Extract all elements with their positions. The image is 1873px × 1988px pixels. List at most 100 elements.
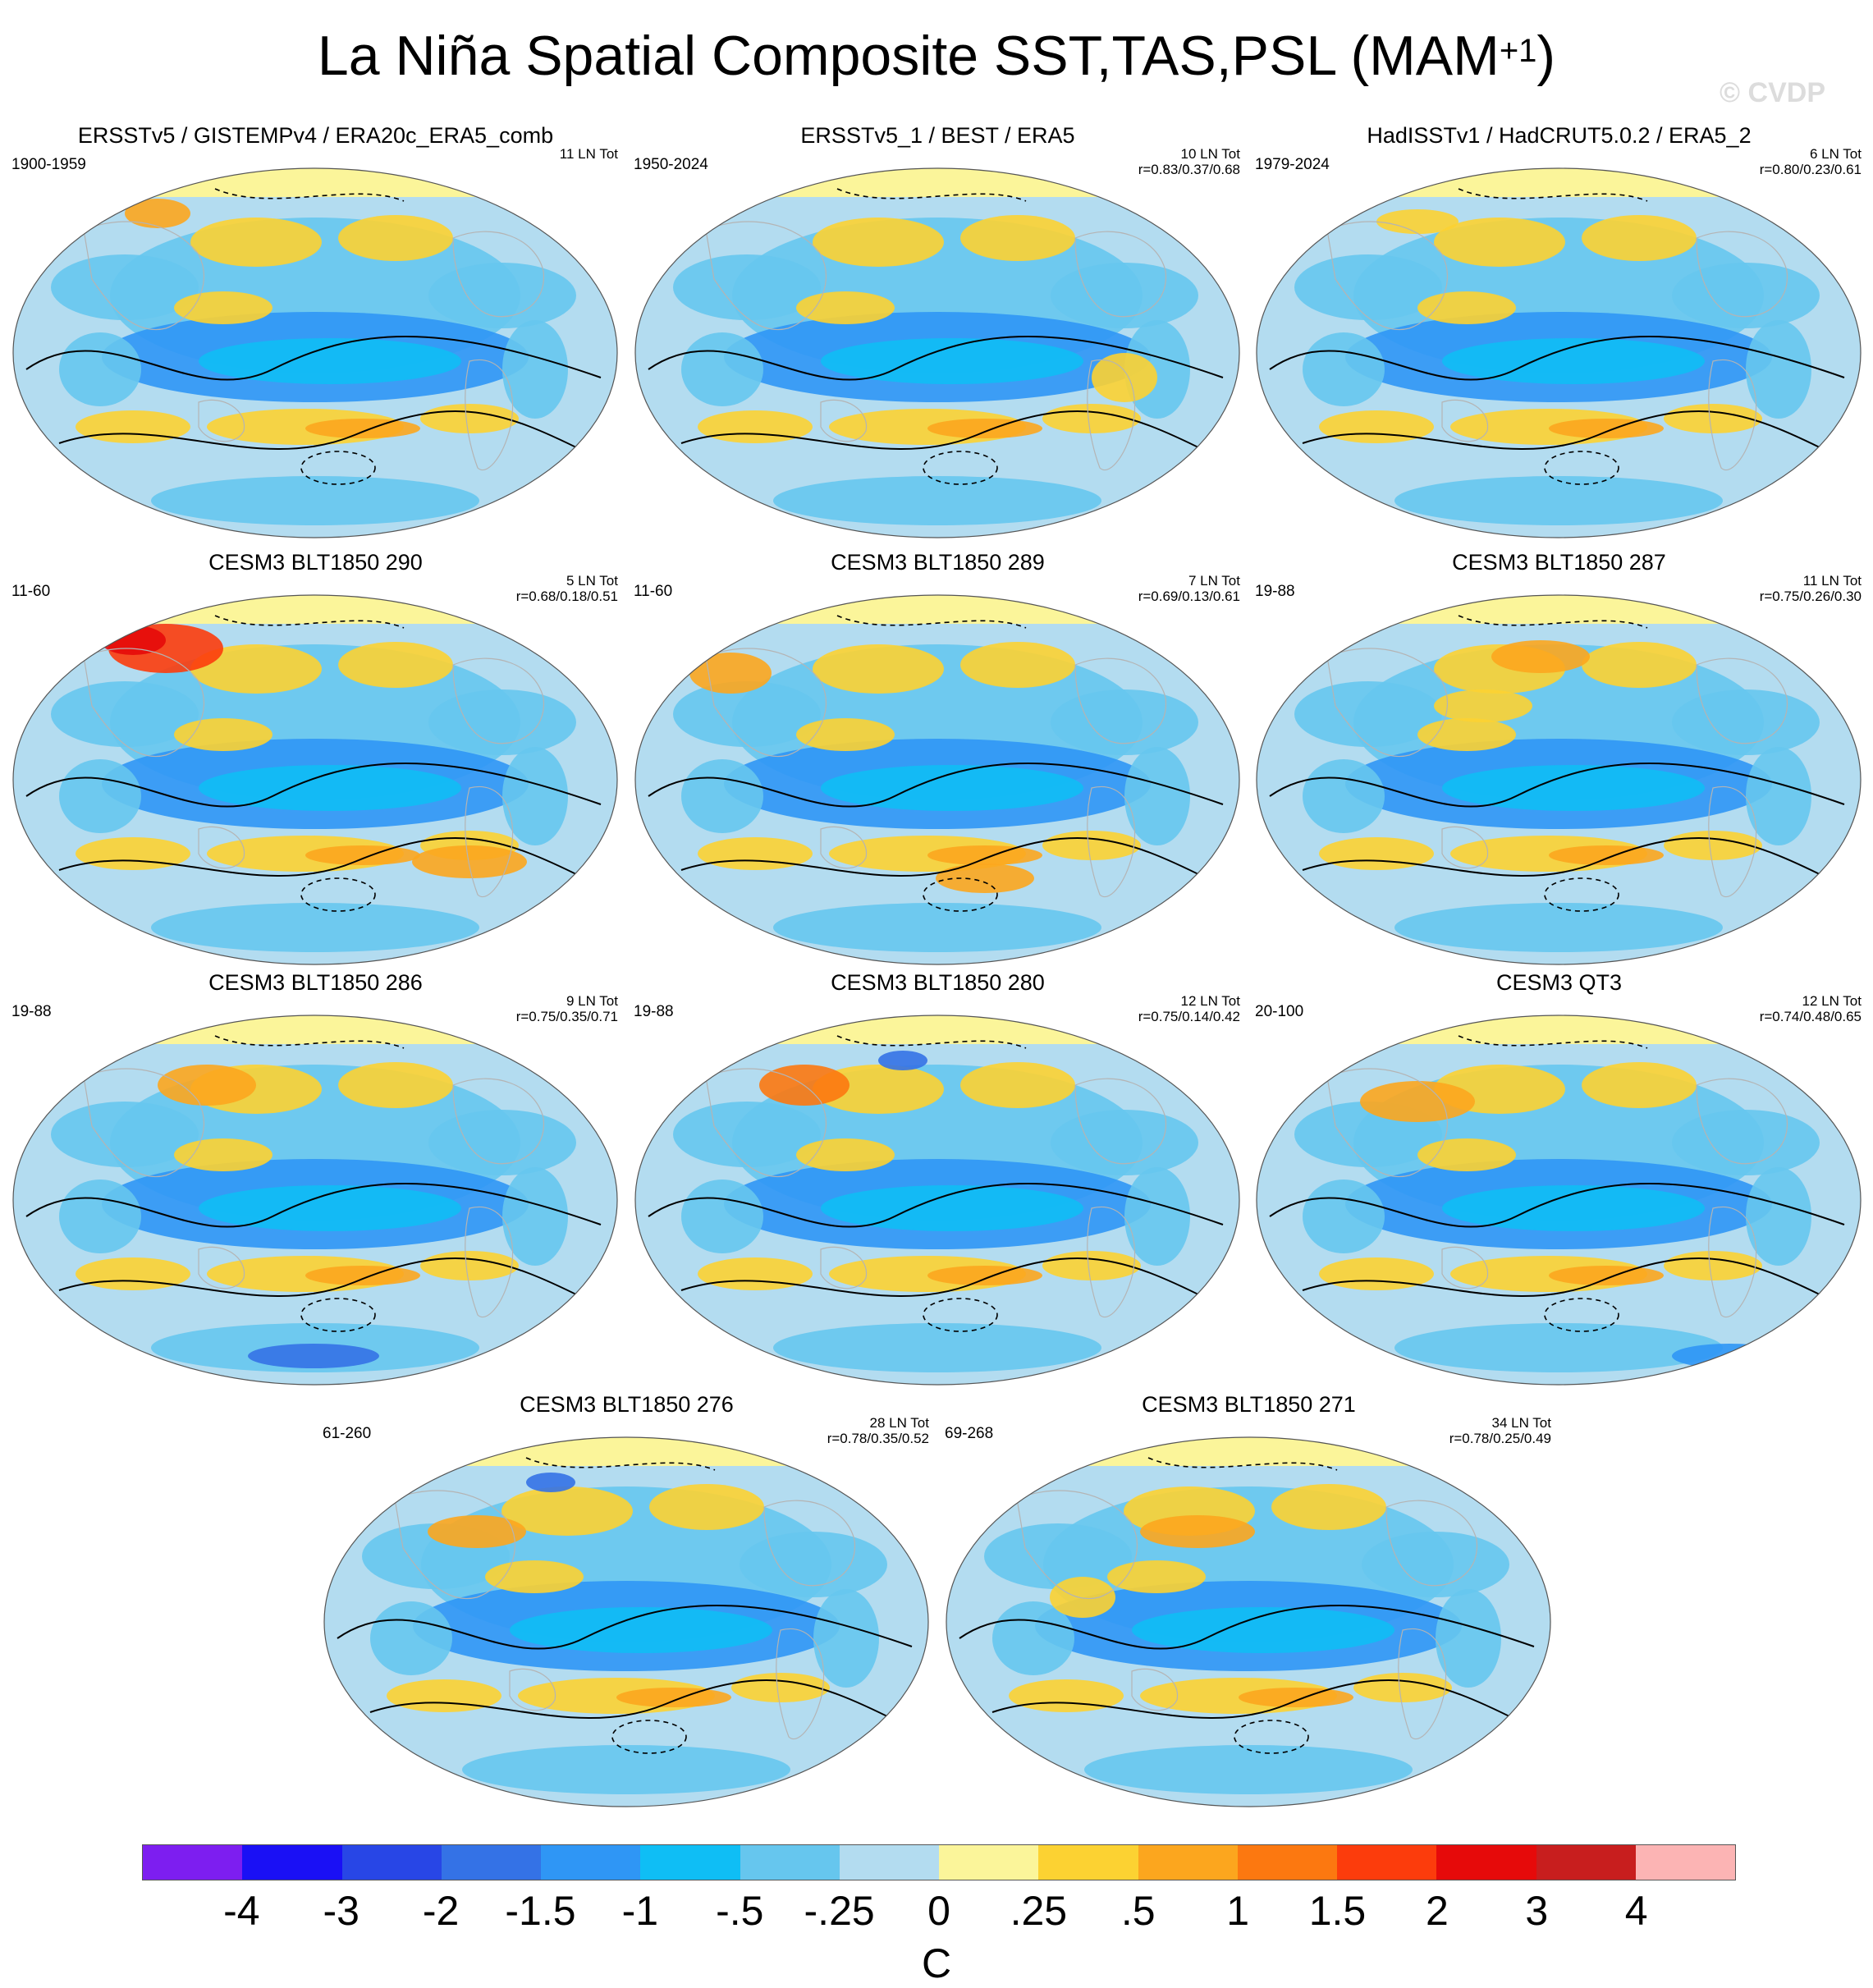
figure-title-superscript: +1: [1499, 33, 1537, 69]
figure-title: La Niña Spatial Composite SST,TAS,PSL (M…: [317, 25, 1556, 87]
panel-title: CESM3 QT3: [1495, 970, 1623, 995]
panel-years: 11-60: [634, 583, 673, 600]
colorbar-swatch: [1038, 1845, 1138, 1880]
panel-pattern-correlation: r=0.83/0.37/0.68: [1138, 162, 1240, 177]
panel-years: 1979-2024: [1255, 156, 1330, 173]
panel-title: CESM3 BLT1850 287: [1452, 550, 1666, 575]
panel-pattern-correlation: r=0.75/0.35/0.71: [515, 1009, 618, 1024]
panel-event-count: 12 LN Tot: [1802, 993, 1862, 1009]
colorbar-swatch: [1436, 1845, 1536, 1880]
colorbar-swatch: [939, 1845, 1039, 1880]
panel-years: 69-268: [945, 1425, 994, 1442]
colorbar-tick-label: 1.5: [1308, 1888, 1367, 1934]
map-panel-7: CESM3 BLT1850 286 19-88 9 LN Tot r=0.75/…: [10, 969, 621, 1387]
map-panel-1: ERSSTv5 / GISTEMPv4 / ERA20c_ERA5_comb 1…: [10, 121, 621, 540]
panel-years: 19-88: [634, 1003, 674, 1020]
colorbar-swatch: [341, 1845, 442, 1880]
panel-title: CESM3 BLT1850 290: [208, 550, 423, 575]
world-map: [946, 1436, 1551, 1807]
colorbar-tick-label: .5: [1120, 1888, 1156, 1934]
panel-event-count: 6 LN Tot: [1809, 146, 1862, 162]
panel-event-count: 11 LN Tot: [559, 146, 618, 162]
colorbar-swatch: [441, 1845, 541, 1880]
colorbar-swatch: [839, 1845, 939, 1880]
world-map: [12, 1015, 618, 1386]
panel-pattern-correlation: r=0.78/0.25/0.49: [1449, 1431, 1551, 1446]
panel-years: 1950-2024: [634, 156, 708, 173]
panel-pattern-correlation: r=0.75/0.26/0.30: [1759, 589, 1862, 604]
panel-pattern-correlation: r=0.75/0.14/0.42: [1138, 1009, 1240, 1024]
panel-years: 61-260: [323, 1425, 372, 1442]
panel-years: 19-88: [11, 1003, 52, 1020]
map-panel-3: HadISSTv1 / HadCRUT5.0.2 / ERA5_2 1979-2…: [1253, 121, 1865, 540]
world-map: [1256, 1015, 1862, 1386]
map-panel-6: CESM3 BLT1850 287 19-88 11 LN Tot r=0.75…: [1253, 548, 1865, 967]
colorbar-tick-label: 0: [927, 1888, 950, 1934]
map-panel-11: CESM3 BLT1850 271 69-268 34 LN Tot r=0.7…: [943, 1390, 1555, 1809]
colorbar-swatch: [640, 1845, 740, 1880]
world-map: [323, 1436, 929, 1807]
colorbar-swatch: [143, 1845, 243, 1880]
world-map: [12, 167, 618, 538]
colorbar-swatch: [1536, 1845, 1636, 1880]
colorbar-swatch: [1337, 1845, 1437, 1880]
map-panel-5: CESM3 BLT1850 289 11-60 7 LN Tot r=0.69/…: [632, 548, 1243, 967]
colorbar-swatch: [242, 1845, 342, 1880]
map-panel-8: CESM3 BLT1850 280 19-88 12 LN Tot r=0.75…: [632, 969, 1243, 1387]
panel-years: 19-88: [1255, 583, 1295, 600]
panel-event-count: 10 LN Tot: [1180, 146, 1240, 162]
panel-event-count: 12 LN Tot: [1180, 993, 1240, 1009]
colorbar-swatch: [541, 1845, 641, 1880]
colorbar-tick-label: 2: [1425, 1888, 1449, 1934]
panel-event-count: 11 LN Tot: [1802, 573, 1862, 589]
panel-event-count: 7 LN Tot: [1188, 573, 1240, 589]
panel-title: CESM3 BLT1850 286: [208, 970, 423, 995]
panel-pattern-correlation: r=0.74/0.48/0.65: [1759, 1009, 1862, 1024]
world-map: [1256, 167, 1862, 538]
map-panel-4: CESM3 BLT1850 290 11-60 5 LN Tot r=0.68/…: [10, 548, 621, 967]
colorbar: [142, 1844, 1736, 1880]
colorbar-tick-label: 4: [1624, 1888, 1648, 1934]
colorbar-tick-label: -4: [223, 1888, 260, 1934]
panel-title: CESM3 BLT1850 271: [1142, 1392, 1356, 1417]
colorbar-tick-label: 1: [1226, 1888, 1250, 1934]
world-map: [634, 594, 1240, 965]
panel-title: CESM3 BLT1850 276: [520, 1392, 734, 1417]
panel-pattern-correlation: r=0.69/0.13/0.61: [1138, 589, 1240, 604]
panel-title: ERSSTv5_1 / BEST / ERA5: [800, 123, 1075, 148]
panel-years: 20-100: [1255, 1003, 1304, 1020]
colorbar-tick-label: -.25: [804, 1888, 875, 1934]
colorbar-unit: C: [921, 1940, 952, 1986]
panel-title: ERSSTv5 / GISTEMPv4 / ERA20c_ERA5_comb: [77, 123, 554, 148]
panel-event-count: 34 LN Tot: [1491, 1415, 1551, 1431]
panel-years: 1900-1959: [11, 156, 86, 173]
panel-pattern-correlation: r=0.78/0.35/0.52: [827, 1431, 929, 1446]
colorbar-tick-label: -1: [621, 1888, 659, 1934]
panel-title: CESM3 BLT1850 280: [831, 970, 1045, 995]
colorbar-tick-label: .25: [1010, 1888, 1068, 1934]
map-panel-10: CESM3 BLT1850 276 61-260 28 LN Tot r=0.7…: [321, 1390, 932, 1809]
colorbar-tick-label: -3: [323, 1888, 359, 1934]
cvdp-watermark: © CVDP: [1720, 77, 1825, 108]
panel-pattern-correlation: r=0.68/0.18/0.51: [515, 589, 618, 604]
world-map: [634, 1015, 1240, 1386]
colorbar-swatch: [1635, 1845, 1735, 1880]
colorbar-swatch: [1138, 1845, 1238, 1880]
panel-event-count: 28 LN Tot: [869, 1415, 929, 1431]
panel-title: CESM3 BLT1850 289: [831, 550, 1045, 575]
world-map: [634, 167, 1240, 538]
panel-years: 11-60: [11, 583, 51, 600]
colorbar-tick-label: -1.5: [505, 1888, 576, 1934]
world-map: [12, 594, 618, 965]
panel-pattern-correlation: r=0.80/0.23/0.61: [1759, 162, 1862, 177]
world-map: [1256, 594, 1862, 965]
colorbar-tick-label: -.5: [716, 1888, 764, 1934]
map-panel-2: ERSSTv5_1 / BEST / ERA5 1950-2024 10 LN …: [632, 121, 1243, 540]
panel-title: HadISSTv1 / HadCRUT5.0.2 / ERA5_2: [1367, 123, 1752, 148]
panel-event-count: 5 LN Tot: [566, 573, 618, 589]
colorbar-swatch: [740, 1845, 840, 1880]
panel-event-count: 9 LN Tot: [566, 993, 618, 1009]
colorbar-swatch: [1237, 1845, 1337, 1880]
colorbar-tick-label: 3: [1525, 1888, 1549, 1934]
map-panel-9: CESM3 QT3 20-100 12 LN Tot r=0.74/0.48/0…: [1253, 969, 1865, 1387]
